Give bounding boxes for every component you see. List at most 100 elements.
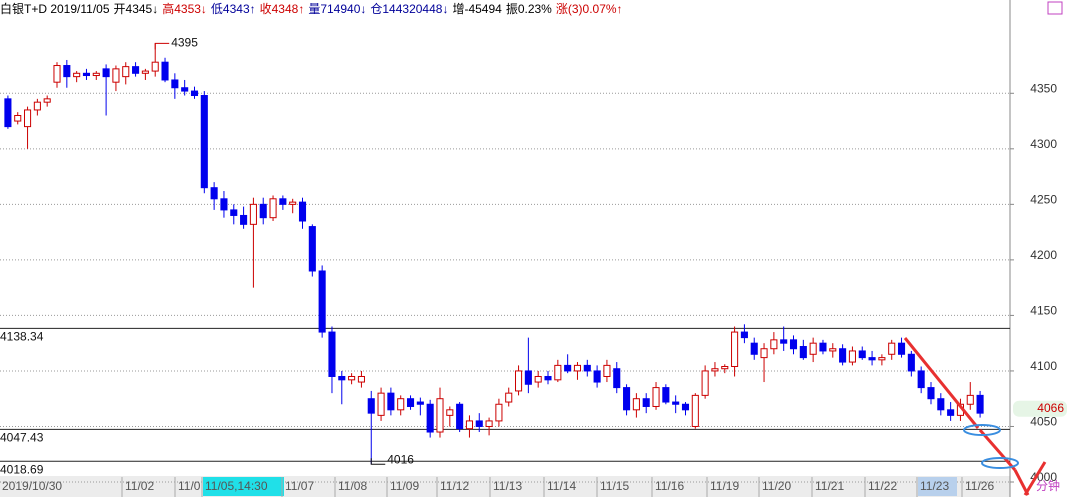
x-tick-label: 11/20 [762, 479, 791, 493]
arrow [1023, 461, 1047, 496]
last-price-bg [1013, 400, 1067, 417]
candle-body [613, 368, 621, 389]
last-price-label: 4066 [1037, 401, 1064, 415]
candle-body [966, 394, 974, 405]
header-item: 增-45494 [452, 2, 502, 16]
candle-body [740, 331, 748, 339]
candle-body [897, 342, 906, 355]
candle-body [377, 392, 385, 416]
candle-body [240, 214, 248, 225]
candle-body [593, 370, 601, 383]
x-tick-label: 11/07 [285, 479, 314, 493]
candle-body [583, 364, 591, 372]
period-label: 分钟 [1036, 478, 1060, 493]
candle-body [298, 201, 307, 222]
candle-body [475, 420, 483, 427]
candle-body [505, 392, 513, 403]
candle-body [750, 342, 758, 355]
candle-body [642, 398, 650, 407]
header-item: 低4343↑ [211, 2, 256, 16]
candle-body [181, 87, 189, 92]
y-tick-label: 4250 [1030, 193, 1057, 207]
candle-body [259, 203, 267, 219]
y-tick-label: 4300 [1030, 137, 1057, 151]
corner-box[interactable] [1047, 1, 1063, 15]
candle-body [603, 364, 611, 377]
candle-body [141, 70, 149, 74]
candle-body [426, 403, 434, 433]
candle-body [829, 348, 837, 352]
header-item: 开4345↓ [114, 2, 159, 16]
candle-body [33, 101, 41, 111]
candle-body [269, 198, 277, 219]
y-tick-label: 4100 [1030, 359, 1057, 373]
x-label-highlight [203, 477, 284, 496]
candle-body [53, 65, 61, 83]
header-text: 白银T+D 2019/11/05 开4345↓ 高4353↓ 低4343↑ 收4348↑… [0, 1, 623, 16]
candle-body [328, 331, 336, 377]
candle-body [446, 409, 454, 416]
candle-body [534, 375, 542, 383]
x-tick-label: 11/12 [440, 479, 469, 493]
candle-body [662, 387, 670, 403]
candle-body [338, 375, 346, 381]
candle-body [112, 68, 120, 83]
candle-body [230, 209, 238, 216]
x-tick-label: 11/09 [390, 479, 419, 493]
annotation-arrows [903, 337, 1047, 496]
candle-body [524, 370, 532, 385]
candle-body [92, 72, 100, 77]
candle-body [731, 331, 739, 367]
candle-body [82, 72, 91, 77]
candle-body [279, 198, 287, 205]
candle-body [161, 61, 169, 81]
candle-body [839, 348, 847, 363]
candle-body [573, 364, 582, 372]
y-tick-label: 4350 [1030, 81, 1057, 95]
candle-body [416, 401, 424, 405]
candle-body [544, 375, 552, 381]
candle-body [888, 342, 896, 355]
candle-body [465, 420, 473, 430]
candle-body [721, 365, 729, 370]
candle-body [515, 370, 523, 392]
candle-body [711, 368, 719, 372]
highlight-ellipse [981, 457, 1019, 469]
candle-body [4, 98, 12, 128]
header-item: 白银T+D 2019/11/05 [0, 1, 110, 16]
candle-body [367, 398, 375, 414]
x-tick-label: 2019/10/30 [2, 479, 62, 493]
x-tick-label: 11/05,14:30 [205, 479, 268, 493]
reference-label: 4018.69 [0, 462, 44, 476]
candle-body [171, 79, 179, 89]
candle-body [436, 398, 444, 433]
x-tick-label: 11/23 [920, 479, 949, 493]
candle-body [937, 398, 945, 411]
candle-body [485, 420, 493, 427]
candle-body [190, 90, 199, 97]
header-item: 涨(3)0.07%↑ [556, 1, 623, 16]
candle-body [672, 401, 680, 405]
candle-body [14, 115, 22, 122]
candle-body [632, 398, 640, 411]
candle-body [947, 409, 955, 416]
candle-body [858, 350, 866, 359]
high-label: 4395 [171, 35, 198, 49]
candle-body [819, 342, 827, 352]
x-label-highlight [918, 477, 957, 496]
x-tick-label: 11/13 [493, 479, 522, 493]
candle-body [132, 66, 140, 74]
candle-body [357, 375, 365, 383]
low-marker [370, 458, 386, 465]
candle-body [220, 198, 228, 211]
candle-body [210, 187, 218, 200]
highlight-ellipse [963, 424, 1001, 436]
candle-body [151, 61, 159, 72]
x-tick-label: 11/26 [965, 479, 994, 493]
y-tick-label: 4150 [1030, 304, 1057, 318]
x-tick-label: 11/21 [815, 479, 844, 493]
candle-body [799, 346, 807, 359]
candle-body [789, 339, 798, 350]
candle-body [308, 226, 316, 272]
